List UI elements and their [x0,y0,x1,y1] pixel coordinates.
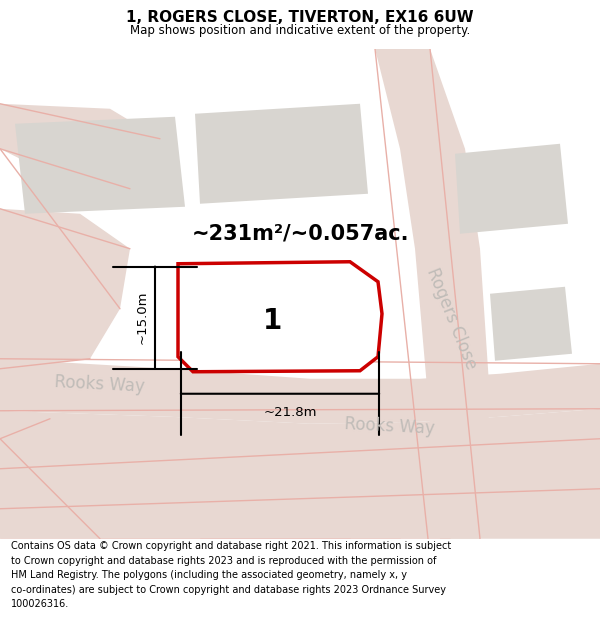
Polygon shape [195,104,368,204]
Polygon shape [0,104,160,189]
Text: Rooks Way: Rooks Way [344,416,436,438]
Text: Rooks Way: Rooks Way [55,373,146,396]
Polygon shape [0,409,600,539]
Text: Rogers Close: Rogers Close [424,266,481,372]
Text: ~231m²/~0.057ac.: ~231m²/~0.057ac. [192,224,409,244]
Text: 1, ROGERS CLOSE, TIVERTON, EX16 6UW: 1, ROGERS CLOSE, TIVERTON, EX16 6UW [126,10,474,25]
Polygon shape [490,287,572,361]
Text: ~15.0m: ~15.0m [136,291,149,344]
Polygon shape [178,262,382,372]
Text: Contains OS data © Crown copyright and database right 2021. This information is : Contains OS data © Crown copyright and d… [11,541,451,609]
Text: Map shows position and indicative extent of the property.: Map shows position and indicative extent… [130,24,470,36]
Polygon shape [210,297,330,369]
Polygon shape [455,144,568,234]
Text: ~21.8m: ~21.8m [263,406,317,419]
Polygon shape [375,49,490,539]
Polygon shape [15,117,185,214]
Polygon shape [0,209,130,369]
Polygon shape [0,359,600,424]
Text: 1: 1 [262,307,281,335]
